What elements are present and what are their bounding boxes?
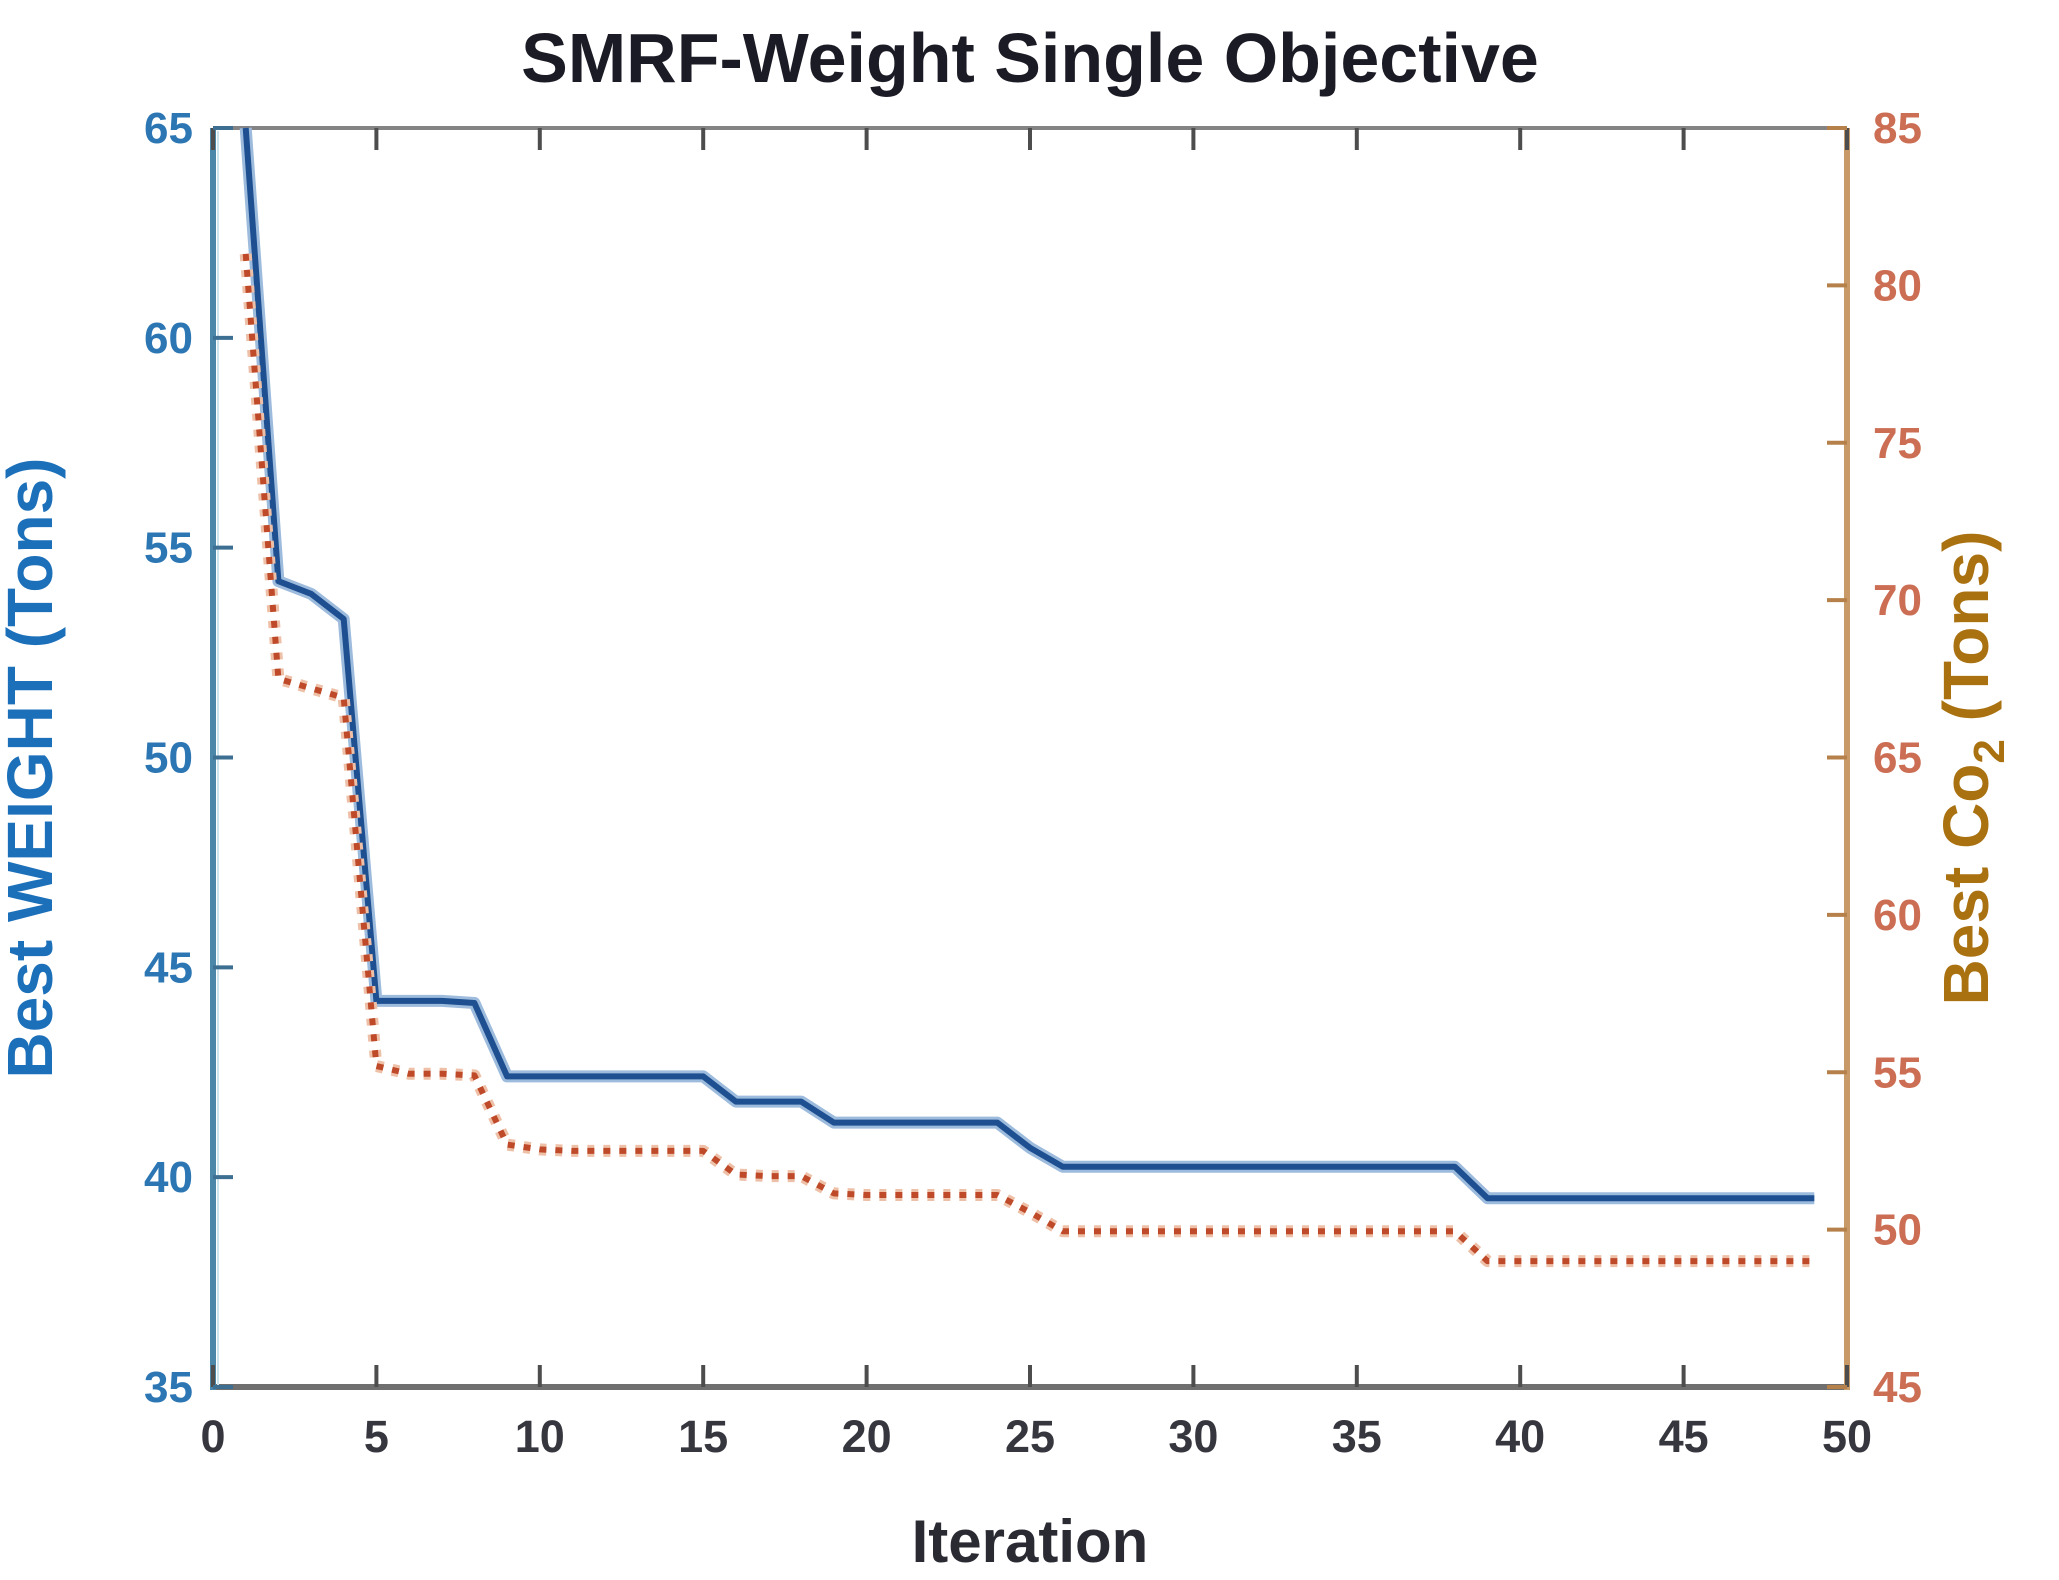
x-tick-label: 50 <box>1822 1411 1872 1462</box>
right-axis-label-suffix: (Tons) <box>1930 531 2002 740</box>
right-tick-label: 55 <box>1873 1048 1922 1097</box>
right-tick-label: 50 <box>1873 1206 1922 1255</box>
label-layer: SMRF-Weight Single Objective Iteration B… <box>0 19 2014 1575</box>
axes-layer: 0 5 10 15 20 25 30 35 40 45 5035404550556065455055… <box>144 104 1922 1462</box>
left-tick-label: 35 <box>144 1363 193 1412</box>
right-axis-label: Best Co2 (Tons) <box>1930 531 2014 1006</box>
left-tick-label: 50 <box>144 734 193 783</box>
x-tick-label: 30 <box>1168 1411 1218 1462</box>
right-axis-label-prefix: Best Co <box>1930 764 2002 1006</box>
series-weight-halo <box>239 127 1815 1205</box>
chart-title: SMRF-Weight Single Objective <box>521 19 1539 97</box>
right-tick-label: 80 <box>1873 261 1922 310</box>
left-axis-label: Best WEIGHT (Tons) <box>0 458 66 1079</box>
x-axis-label: Iteration <box>912 1508 1149 1575</box>
right-axis-label-subscript: 2 <box>1965 739 2014 763</box>
series-co2-halo <box>239 253 1815 1268</box>
x-tick-label: 40 <box>1495 1411 1545 1462</box>
series-layer <box>239 127 1815 1268</box>
left-tick-label: 60 <box>144 314 193 363</box>
right-tick-label: 65 <box>1873 734 1922 783</box>
x-tick-label: 15 <box>678 1411 728 1462</box>
x-tick-label: 5 <box>364 1411 389 1462</box>
x-tick-label: 0 <box>200 1411 225 1462</box>
x-tick-label: 25 <box>1005 1411 1055 1462</box>
right-tick-label: 75 <box>1873 419 1922 468</box>
left-tick-label: 40 <box>144 1153 193 1202</box>
left-tick-label: 65 <box>144 104 193 153</box>
left-tick-label: 55 <box>144 524 193 573</box>
series-weight-line <box>242 127 1815 1202</box>
x-tick-label: 10 <box>515 1411 565 1462</box>
x-tick-label: 20 <box>842 1411 892 1462</box>
left-tick-label: 45 <box>144 943 193 992</box>
right-tick-label: 85 <box>1873 104 1922 153</box>
x-tick-label: 45 <box>1659 1411 1709 1462</box>
right-tick-label: 60 <box>1873 891 1922 940</box>
right-tick-label: 45 <box>1873 1363 1922 1412</box>
x-tick-label: 35 <box>1332 1411 1382 1462</box>
right-tick-label: 70 <box>1873 576 1922 625</box>
series-co2-line <box>242 253 1815 1265</box>
